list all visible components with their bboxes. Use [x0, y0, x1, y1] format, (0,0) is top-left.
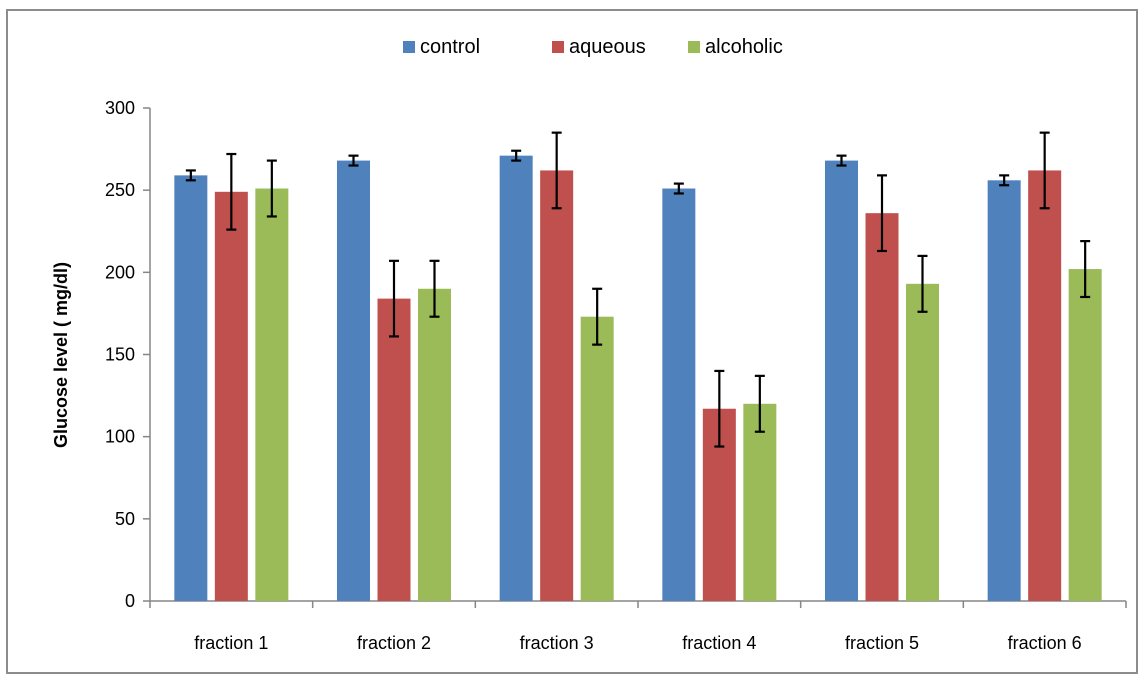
bars [174, 131, 1102, 602]
bar-alcoholic [255, 188, 289, 602]
legend-swatch-alcoholic [688, 41, 700, 53]
y-axis: 0 50 100 150 200 250 300 [105, 98, 151, 611]
y-tick-label: 50 [115, 509, 135, 529]
y-tick-label: 250 [105, 180, 135, 200]
bar-control [499, 155, 533, 601]
y-tick-label: 150 [105, 345, 135, 365]
bar-alcoholic [743, 403, 777, 601]
x-tick-label: fraction 5 [845, 633, 919, 653]
bar-control [174, 175, 208, 602]
bar-alcoholic [580, 316, 614, 601]
y-tick-label: 0 [125, 591, 135, 611]
bar-alcoholic [418, 288, 451, 601]
x-axis: fraction 1 fraction 2 fraction 3 fraction 4… [149, 600, 1127, 653]
y-tick-label: 200 [105, 262, 135, 282]
legend-label-alcoholic: alcoholic [705, 36, 783, 58]
bar-control [987, 180, 1021, 601]
bar-aqueous [377, 298, 411, 601]
bar-control [825, 160, 858, 601]
bar-control [337, 160, 370, 601]
y-axis-title: Glucose level ( mg/dl) [51, 262, 71, 448]
bar-alcoholic [906, 283, 939, 601]
bar-aqueous [1028, 170, 1062, 602]
bar-alcoholic [1068, 269, 1102, 601]
legend-swatch-control [403, 41, 415, 53]
x-tick-label: fraction 3 [520, 633, 594, 653]
x-tick-label: fraction 1 [194, 633, 268, 653]
legend-swatch-aqueous [552, 41, 564, 53]
x-tick-label: fraction 4 [682, 633, 756, 653]
legend-label-aqueous: aqueous [569, 36, 646, 58]
x-tick-label: fraction 2 [357, 633, 431, 653]
legend-label-control: control [420, 36, 480, 58]
x-tick-label: fraction 6 [1008, 633, 1082, 653]
bar-aqueous [214, 191, 248, 601]
y-tick-label: 300 [105, 98, 135, 118]
legend: control aqueous alcoholic [403, 36, 783, 58]
bar-aqueous [865, 213, 899, 601]
bar-aqueous [540, 170, 574, 602]
bar-control [662, 188, 696, 602]
y-tick-label: 100 [105, 427, 135, 447]
